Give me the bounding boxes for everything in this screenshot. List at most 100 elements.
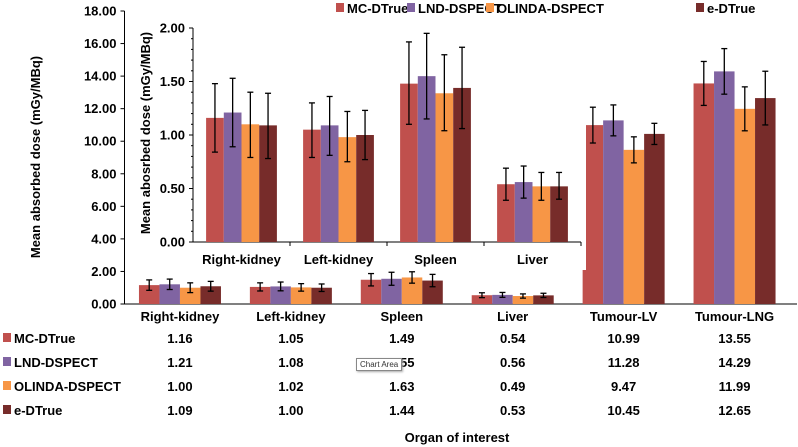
bar-OLINDA-DSPECT-Tumour-LNG — [734, 108, 756, 305]
chart-area-tooltip: Chart Area — [356, 358, 403, 371]
inset-bar-OLINDA-DSPECT-Left-kidney — [338, 137, 357, 242]
legend-key-LND-DSPECT — [3, 357, 11, 366]
y-axis-title: Mean absorbed dose (mGy/MBq) — [28, 56, 43, 258]
table-cell: 10.45 — [607, 403, 640, 418]
table-cell: 1.00 — [278, 403, 303, 418]
y-tick-label: 4.00 — [91, 231, 116, 246]
bar-MC-DTrue-Tumour-LNG — [693, 83, 715, 304]
y-tick-label: 16.00 — [84, 36, 117, 51]
legend-label: LND-DSPECT — [418, 1, 502, 16]
legend-key-OLINDA-DSPECT — [3, 381, 11, 390]
category-label: Tumour-LV — [590, 309, 658, 324]
inset-bar-e-DTrue-Spleen — [453, 87, 471, 242]
inset-y-tick-label: 1.00 — [160, 128, 185, 143]
table-cell: 0.54 — [500, 331, 526, 346]
inset-bar-MC-DTrue-Right-kidney — [206, 117, 224, 242]
table-cell: 1.05 — [278, 331, 303, 346]
inset-bar-MC-DTrue-Left-kidney — [303, 129, 321, 242]
inset-bar-LND-DSPECT-Left-kidney — [320, 125, 339, 242]
inset-bar-e-DTrue-Liver — [550, 186, 568, 242]
inset-category-label: Right-kidney — [202, 252, 281, 267]
table-cell: 1.16 — [167, 331, 192, 346]
y-tick-label: 0.00 — [91, 297, 116, 312]
table-row-label: LND-DSPECT — [14, 355, 98, 370]
category-label: Liver — [497, 309, 528, 324]
inset-y-tick-label: 2.00 — [160, 21, 185, 36]
table-cell: 1.44 — [389, 403, 415, 418]
table-cell: 0.56 — [500, 355, 525, 370]
bar-e-DTrue-Spleen — [422, 280, 443, 304]
category-label: Left-kidney — [256, 309, 326, 324]
table-cell: 11.99 — [719, 379, 751, 394]
bar-OLINDA-DSPECT-Right-kidney — [179, 287, 201, 304]
bar-MC-DTrue-Right-kidney — [138, 285, 160, 304]
inset-bar-OLINDA-DSPECT-Liver — [532, 186, 551, 242]
category-label: Spleen — [380, 309, 423, 324]
inset-y-tick-label: 0.50 — [160, 181, 185, 196]
bar-LND-DSPECT-Right-kidney — [159, 284, 180, 304]
legend-label: OLINDA-DSPECT — [497, 1, 604, 16]
bar-OLINDA-DSPECT-Left-kidney — [290, 287, 312, 304]
table-cell: 12.65 — [718, 403, 751, 418]
legend-key-e-DTrue — [3, 405, 11, 414]
table-cell: 1.09 — [167, 403, 192, 418]
y-tick-label: 2.00 — [91, 264, 116, 279]
bar-e-DTrue-Tumour-LV — [644, 133, 665, 304]
inset-y-tick-label: 0.00 — [160, 235, 185, 250]
inset-bar-LND-DSPECT-Right-kidney — [223, 112, 242, 242]
bar-LND-DSPECT-Tumour-LV — [603, 120, 624, 305]
table-cell: 9.47 — [611, 379, 636, 394]
inset-bar-OLINDA-DSPECT-Right-kidney — [241, 124, 260, 242]
bar-LND-DSPECT-Liver — [492, 294, 513, 304]
bar-LND-DSPECT-Spleen — [381, 278, 402, 304]
inset-bar-OLINDA-DSPECT-Spleen — [435, 93, 454, 243]
y-tick-label: 14.00 — [84, 69, 117, 84]
bar-LND-DSPECT-Tumour-LNG — [714, 71, 735, 304]
bar-MC-DTrue-Left-kidney — [249, 286, 271, 304]
table-cell: 1.63 — [389, 379, 414, 394]
bar-e-DTrue-Right-kidney — [200, 286, 221, 304]
table-cell: 1.08 — [278, 355, 303, 370]
legend-swatch — [486, 3, 494, 12]
y-tick-label: 12.00 — [84, 101, 117, 116]
inset-bar-MC-DTrue-Liver — [497, 184, 515, 242]
bar-MC-DTrue-Tumour-LV — [582, 125, 604, 304]
bar-e-DTrue-Left-kidney — [311, 287, 332, 304]
table-cell: 1.49 — [389, 331, 414, 346]
table-cell: 13.55 — [718, 331, 751, 346]
y-tick-label: 18.00 — [84, 4, 117, 19]
table-cell: 10.99 — [607, 331, 640, 346]
legend-key-MC-DTrue — [3, 333, 11, 342]
bar-MC-DTrue-Liver — [471, 295, 493, 304]
inset-y-tick-label: 1.50 — [160, 74, 185, 89]
legend-swatch — [407, 3, 415, 12]
table-cell: 0.53 — [500, 403, 525, 418]
inset-bar-e-DTrue-Right-kidney — [259, 125, 277, 242]
x-axis-title: Organ of interest — [405, 430, 510, 445]
y-tick-label: 10.00 — [84, 134, 117, 149]
inset-bar-MC-DTrue-Spleen — [400, 83, 418, 242]
table-row-label: MC-DTrue — [14, 331, 75, 346]
table-cell: 14.29 — [718, 355, 751, 370]
inset-category-label: Liver — [517, 252, 548, 267]
legend-label: MC-DTrue — [347, 1, 408, 16]
table-row-label: e-DTrue — [14, 403, 62, 418]
inset-bar-LND-DSPECT-Spleen — [417, 76, 436, 243]
table-cell: 1.02 — [278, 379, 303, 394]
category-label: Right-kidney — [141, 309, 220, 324]
bar-e-DTrue-Tumour-LNG — [755, 98, 776, 304]
bar-OLINDA-DSPECT-Spleen — [401, 277, 423, 304]
category-label: Tumour-LNG — [695, 309, 774, 324]
legend-swatch — [696, 3, 704, 12]
legend-swatch — [336, 3, 344, 12]
table-cell: 11.28 — [608, 355, 640, 370]
inset-y-axis-title: Mean abosrbed dose (mGy/MBq) — [138, 32, 153, 234]
inset-bar-LND-DSPECT-Liver — [514, 182, 533, 242]
table-cell: 1.21 — [167, 355, 192, 370]
inset-category-label: Spleen — [414, 252, 457, 267]
inset-category-label: Left-kidney — [304, 252, 374, 267]
table-row-label: OLINDA-DSPECT — [14, 379, 121, 394]
table-cell: 0.49 — [500, 379, 525, 394]
inset-bar-e-DTrue-Left-kidney — [356, 135, 374, 242]
